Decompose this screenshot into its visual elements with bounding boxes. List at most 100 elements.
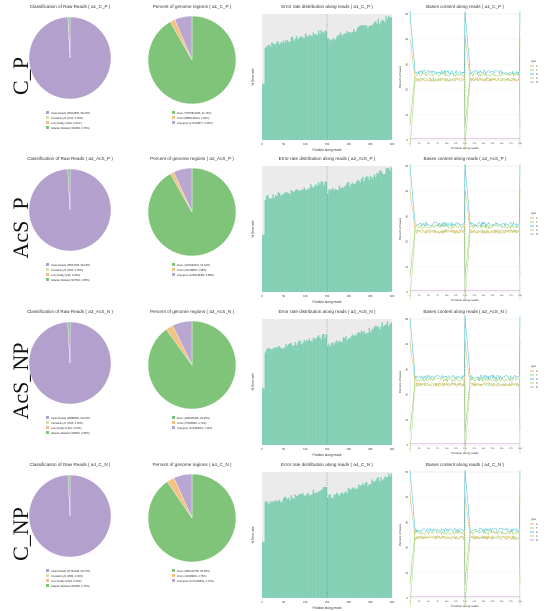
error-bar <box>302 37 304 140</box>
error-bar <box>314 492 316 598</box>
x-tick-label: 250 <box>368 142 373 146</box>
error-bar <box>317 30 320 141</box>
error-bar <box>289 41 291 140</box>
error-bar <box>299 494 302 598</box>
y-axis-label: % Error rate <box>251 68 255 85</box>
error-bar <box>314 185 316 292</box>
legend-swatch <box>172 421 175 424</box>
y-tick-label: 0 <box>407 597 409 600</box>
y-tick-label: 40 <box>405 190 408 193</box>
error-bar <box>311 186 313 292</box>
x-tick-label: 75 <box>436 448 439 450</box>
error-bar <box>264 47 266 140</box>
y-tick-label: 10 <box>405 114 408 117</box>
x-tick-label: 50 <box>282 142 285 146</box>
error-bar <box>346 340 348 445</box>
error-bar <box>368 25 370 140</box>
raw-reads-chart: Classification of Raw Reads ( a3_AcS_N )… <box>27 309 114 435</box>
legend-entry: G <box>536 531 538 534</box>
x-tick-label: 175 <box>472 143 476 145</box>
x-tick-label: 300 <box>518 295 522 297</box>
x-tick-label: 225 <box>491 295 495 297</box>
x-tick-label: 50 <box>282 294 285 298</box>
error-bar <box>325 334 328 445</box>
error-bar <box>334 188 337 292</box>
error-bar <box>384 173 386 292</box>
error-bar <box>272 348 274 445</box>
error-bar <box>302 189 304 292</box>
error-bar <box>373 326 376 445</box>
error-bar <box>327 346 329 445</box>
series-line-t <box>409 71 521 126</box>
y-tick-label: 30 <box>405 63 408 66</box>
error-bar <box>307 188 309 292</box>
legend-swatch <box>172 579 175 582</box>
legend-entry: Intergenic (174449877, 6.36%) <box>177 121 213 125</box>
legend-swatch <box>172 263 175 266</box>
error-bar <box>356 488 359 598</box>
error-bar <box>315 184 317 292</box>
error-bar <box>382 479 385 598</box>
error-bar <box>288 41 290 140</box>
error-bar <box>324 486 326 598</box>
chart-title: Bases content along reads ( a3_AcS_N ) <box>423 309 507 314</box>
y-tick-label: 10 <box>405 419 408 422</box>
error-bar <box>277 500 279 598</box>
error-bar <box>311 494 313 598</box>
error-bar <box>263 83 265 140</box>
error-bar <box>353 336 355 445</box>
legend-entry: Clean Reads (39988352, 99.15%) <box>51 416 90 420</box>
error-bar <box>349 32 351 140</box>
x-tick-label: 200 <box>482 143 486 145</box>
error-bar <box>366 482 368 598</box>
y-tick-label: 30 <box>405 368 408 371</box>
error-rate-chart: Error rate distribution along reads ( a3… <box>251 309 395 457</box>
error-bar <box>328 189 330 292</box>
error-bar <box>350 489 352 598</box>
error-bar <box>262 387 264 445</box>
error-bar <box>324 337 326 445</box>
sample-label: AcS_P <box>8 197 33 258</box>
x-tick-label: 125 <box>454 143 458 145</box>
error-bar <box>358 331 360 445</box>
error-bar <box>343 33 346 140</box>
error-bar <box>317 335 320 445</box>
error-bar <box>340 493 342 598</box>
error-bar <box>354 183 356 292</box>
legend-swatch <box>46 278 49 281</box>
error-bar <box>315 34 317 140</box>
error-bar <box>312 489 315 598</box>
error-bar <box>333 39 335 141</box>
series-line-c <box>409 535 521 608</box>
error-bar <box>327 193 329 292</box>
error-bar <box>263 388 265 445</box>
error-bar <box>268 348 270 445</box>
error-bar <box>353 29 355 140</box>
error-bar <box>334 494 337 598</box>
error-bar <box>284 192 286 292</box>
error-bar <box>356 332 359 445</box>
y-tick-label: 50 <box>405 165 408 168</box>
error-bar <box>291 498 294 598</box>
x-tick-label: 250 <box>368 447 373 451</box>
error-bar <box>316 186 318 292</box>
error-bar <box>337 35 339 140</box>
error-bar <box>336 492 338 598</box>
chart-title: Classification of Raw Reads ( a1_C_P ) <box>30 4 111 9</box>
x-tick-label: 125 <box>454 601 458 603</box>
error-bar <box>356 27 359 141</box>
error-bar <box>269 198 272 292</box>
error-bar <box>375 325 377 445</box>
error-bar <box>346 492 348 598</box>
x-tick-label: 0 <box>261 294 263 298</box>
error-bar <box>368 179 370 292</box>
error-bar <box>297 189 299 292</box>
error-bar <box>336 36 338 140</box>
error-bar <box>290 495 292 598</box>
legend-entry: T <box>536 527 538 530</box>
error-bar <box>363 485 365 598</box>
error-bar <box>269 349 272 445</box>
